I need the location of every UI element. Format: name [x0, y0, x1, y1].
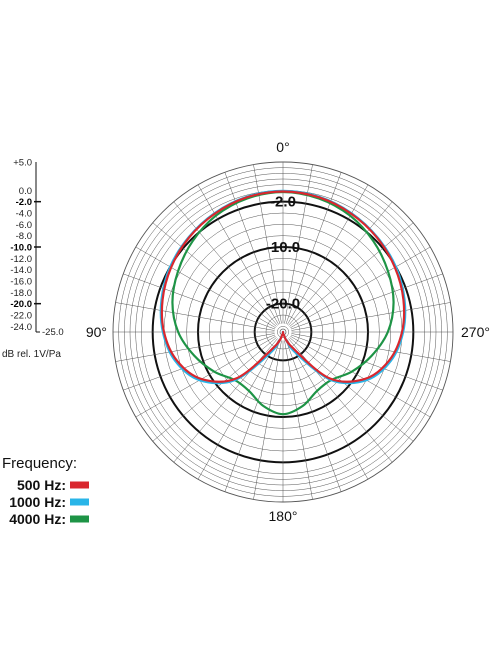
grid-spoke — [287, 184, 369, 325]
scale-tick-label: -12.0 — [10, 254, 32, 265]
grid-spoke — [152, 222, 277, 327]
ring-label: -2.0 — [270, 194, 296, 211]
grid-ring — [277, 326, 289, 338]
scale-tick-label: -6.0 — [16, 220, 32, 231]
grid-spoke — [173, 201, 278, 326]
scale-tick-label: -2.0 — [16, 197, 32, 208]
grid-spoke — [197, 339, 279, 480]
scale-tick-label: -24.0 — [10, 322, 32, 333]
scale-tick-label: -18.0 — [10, 288, 32, 299]
scale-tick-label: -4.0 — [16, 209, 32, 220]
series-curve-0 — [160, 190, 406, 383]
scale-tick-label: -20.0 — [10, 299, 32, 310]
angle-label: 90° — [86, 324, 107, 340]
grid-spoke — [288, 201, 393, 326]
legend-label: 4000 Hz: — [9, 511, 66, 527]
scale-tick-label: -14.0 — [10, 265, 32, 276]
grid-spoke — [289, 222, 414, 327]
grid-spoke — [284, 164, 313, 324]
legend-swatch — [70, 498, 89, 506]
angle-label: 180° — [269, 508, 298, 524]
legend-label: 1000 Hz: — [9, 494, 66, 510]
angle-labels: 0° 90° 180° 270° — [86, 139, 490, 524]
series-curve-2 — [171, 190, 395, 416]
grid-spoke — [290, 336, 431, 418]
grid-spoke — [197, 184, 279, 325]
grid-spokes — [113, 162, 453, 502]
legend-swatch — [70, 481, 89, 489]
scale-tick-label: -16.0 — [10, 277, 32, 288]
legend-label: 500 Hz: — [17, 477, 66, 493]
grid-spoke — [291, 302, 451, 331]
ring-labels: -2.0 -10.0 -20.0 — [266, 194, 300, 313]
scale-tick-label: -22.0 — [10, 311, 32, 322]
grid-spoke — [123, 334, 276, 391]
grid-spoke — [123, 273, 276, 330]
grid-spoke — [284, 340, 313, 500]
scale-tick-label: -8.0 — [16, 231, 32, 242]
grid-spoke — [287, 339, 369, 480]
ring-label: -20.0 — [266, 296, 300, 313]
grid-spoke — [288, 338, 393, 463]
legend-swatch — [70, 515, 89, 523]
legend: Frequency: 500 Hz:1000 Hz:4000 Hz: — [2, 455, 89, 527]
polar-curves — [159, 189, 407, 416]
grid-spoke — [224, 339, 281, 492]
ring-label: -10.0 — [266, 239, 300, 256]
grid-spoke — [289, 337, 414, 442]
grid-spoke — [290, 273, 443, 330]
db-scale: +5.00.0-2.0-4.0-6.0-8.0-10.0-12.0-14.0-1… — [10, 158, 63, 339]
grid-spoke — [115, 333, 275, 362]
grid-spoke — [290, 334, 443, 391]
grid-spoke — [135, 246, 276, 328]
grid-spoke — [253, 164, 282, 324]
scale-tick-label: -10.0 — [10, 243, 32, 254]
grid-spoke — [152, 337, 277, 442]
scale-tick-label: +5.0 — [13, 158, 32, 169]
angle-label: 0° — [276, 139, 289, 155]
units-label: dB rel. 1V/Pa — [2, 349, 61, 360]
grid-spoke — [135, 336, 276, 418]
grid-spoke — [173, 338, 278, 463]
grid-spoke — [115, 302, 275, 331]
legend-title: Frequency: — [2, 455, 77, 472]
scale-tick-label: -25.0 — [42, 327, 64, 338]
angle-label: 270° — [461, 324, 490, 340]
scale-tick-label: 0.0 — [19, 186, 32, 197]
grid-spoke — [253, 340, 282, 500]
grid-spoke — [285, 172, 342, 325]
grid-spoke — [290, 246, 431, 328]
grid-spoke — [224, 172, 281, 325]
grid-spoke — [285, 339, 342, 492]
grid-spoke — [291, 333, 451, 362]
